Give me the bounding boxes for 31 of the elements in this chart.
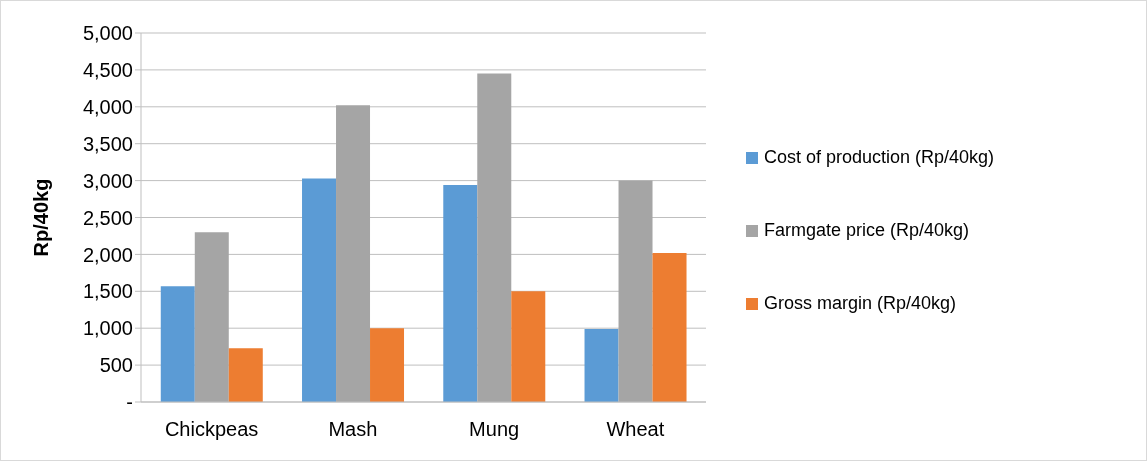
y-tick-label: 2,000 xyxy=(82,243,133,266)
x-tick-label: Wheat xyxy=(606,418,665,441)
bar xyxy=(302,178,337,402)
y-tick-label: - xyxy=(126,391,133,414)
y-tick-label: 3,500 xyxy=(82,132,133,155)
bar xyxy=(370,328,405,402)
y-tick-label: 1,000 xyxy=(82,317,133,340)
bar xyxy=(652,252,687,402)
y-tick-label: 1,500 xyxy=(82,280,133,303)
y-tick-label: 500 xyxy=(99,354,133,377)
y-tick-label: 4,000 xyxy=(82,95,133,118)
bar xyxy=(194,232,229,402)
bar xyxy=(477,73,512,402)
bar xyxy=(618,180,653,402)
x-tick-label: Chickpeas xyxy=(164,418,259,441)
legend-label: Gross margin (Rp/40kg) xyxy=(764,293,957,314)
bar xyxy=(336,105,371,402)
y-tick-label: 4,500 xyxy=(82,59,133,81)
legend-label: Farmgate price (Rp/40kg) xyxy=(764,220,970,241)
y-axis-title: Rp/40kg xyxy=(30,178,53,257)
bar xyxy=(443,185,478,402)
bar xyxy=(228,348,263,402)
bar xyxy=(584,328,619,402)
y-tick-label: 3,000 xyxy=(82,169,133,192)
x-tick-label: Mung xyxy=(469,418,520,441)
bar xyxy=(511,291,546,402)
legend-label: Cost of production (Rp/40kg) xyxy=(764,147,995,168)
y-tick-label: 5,000 xyxy=(82,22,133,45)
y-tick-label: 2,500 xyxy=(82,206,133,229)
bar xyxy=(160,286,195,402)
x-tick-label: Mash xyxy=(328,418,378,441)
